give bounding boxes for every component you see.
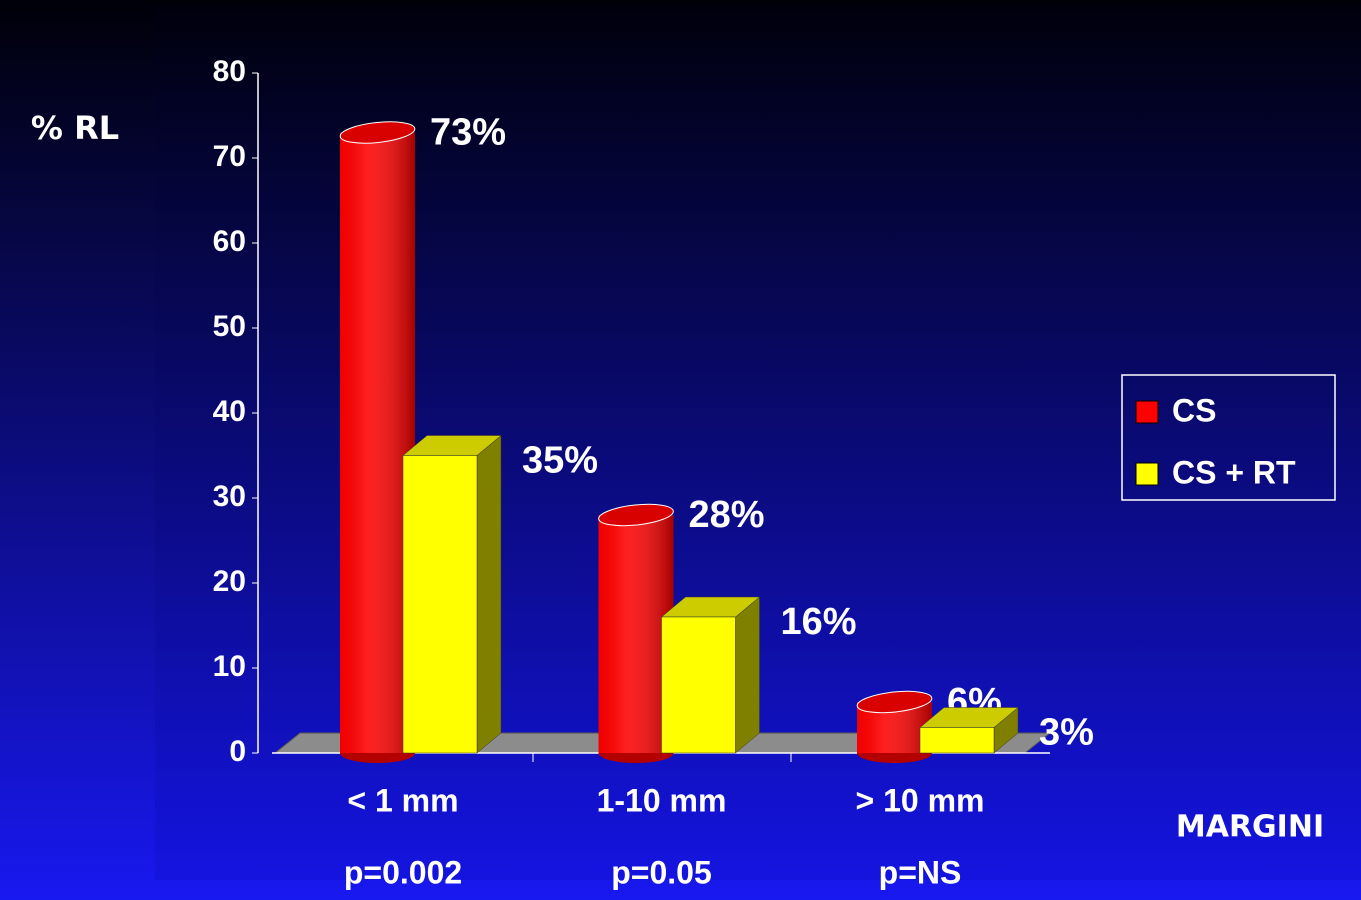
annotation: p=0.002 [344,854,462,890]
bar-side [735,596,760,754]
legend-swatch [1135,400,1159,424]
y-axis-label: % RL [31,109,119,147]
bar [598,503,674,763]
annotation: p=0.05 [611,854,712,890]
legend-label: CS [1172,392,1216,428]
y-tick-label: 40 [213,395,246,428]
legend-swatch [1135,462,1159,486]
bar [339,121,416,763]
x-tick-label: 1-10 mm [597,782,727,818]
y-tick-label: 50 [213,310,246,343]
data-label: 28% [689,494,765,536]
y-tick-label: 60 [213,225,246,258]
y-tick-label: 0 [229,735,246,768]
x-axis-label: MARGINI [1176,810,1324,845]
bar-top [598,503,674,527]
y-tick-label: 70 [213,140,246,173]
x-tick-label: < 1 mm [347,782,458,818]
bar-shade [340,132,415,753]
y-tick-label: 30 [213,480,246,513]
x-tick-label: > 10 mm [856,782,985,818]
bar-top [856,690,933,714]
annotation: p=NS [879,854,962,890]
bar [919,706,1019,754]
bar-side [476,434,502,754]
legend [1121,374,1336,501]
data-label: 73% [430,112,506,154]
bar-top [339,121,416,144]
bar [856,690,933,763]
y-tick-label: 20 [213,565,246,598]
bar [402,434,502,754]
bar-front [661,616,736,754]
data-label: 35% [522,440,598,482]
data-label: 16% [781,601,857,643]
bar-front [402,455,478,754]
bar-shade [598,515,674,753]
data-label: 3% [1039,712,1094,754]
bar-front [919,727,995,754]
legend-label: CS + RT [1172,454,1296,490]
y-tick-label: 10 [213,650,246,683]
bar [660,596,761,754]
y-tick-label: 80 [213,55,246,88]
